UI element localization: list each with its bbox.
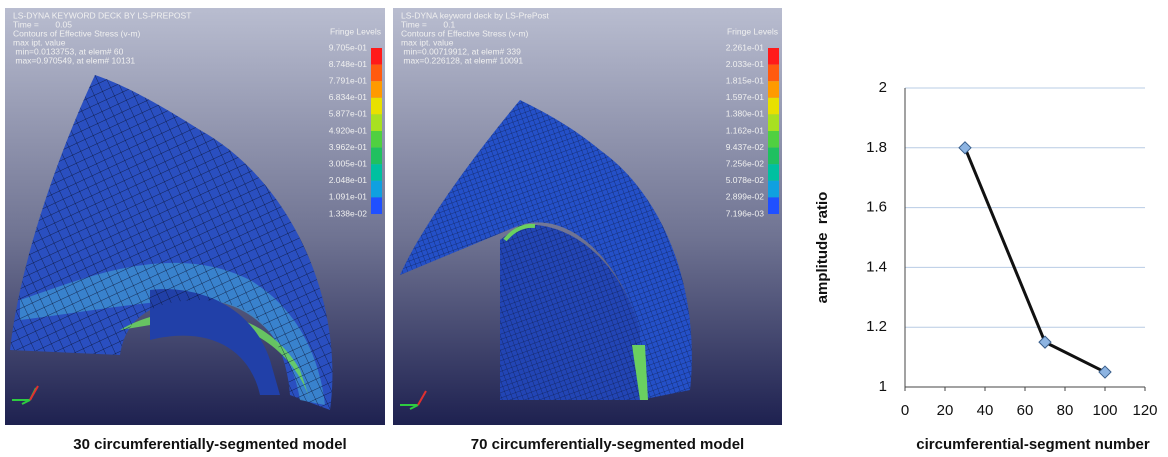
data-point (1099, 366, 1111, 378)
colorbar-segment (768, 164, 779, 181)
fringe-level: 7.256e-02 (726, 158, 765, 168)
colorbar-segment (371, 164, 382, 181)
fringe-level: 1.162e-01 (726, 125, 765, 135)
fringe-level: 3.005e-01 (329, 158, 368, 168)
fringe-level: 6.834e-01 (329, 92, 368, 102)
colorbar-segment (768, 131, 779, 148)
colorbar-segment (768, 65, 779, 82)
colorbar-segment (371, 81, 382, 98)
fringe-level: 9.437e-02 (726, 142, 765, 152)
fringe-title: Fringe Levels (727, 26, 778, 36)
caption: 70 circumferentially-segmented model (471, 436, 744, 453)
fringe-title: Fringe Levels (330, 26, 381, 36)
x-tick-label: 60 (1017, 402, 1034, 419)
y-tick-label: 1.2 (866, 318, 887, 335)
colorbar-segment (371, 114, 382, 131)
colorbar-segment (371, 148, 382, 165)
data-line (965, 148, 1105, 372)
x-tick-label: 120 (1132, 402, 1157, 419)
colorbar-segment (768, 98, 779, 115)
fringe-level: 1.091e-01 (329, 192, 368, 202)
fringe-level: 1.815e-01 (726, 75, 765, 85)
colorbar-segment (371, 48, 382, 65)
header-line: max=0.970549, at elem# 10131 (13, 55, 135, 65)
colorbar-segment (768, 114, 779, 131)
colorbar-segment (371, 131, 382, 148)
fringe-level: 7.791e-01 (329, 75, 368, 85)
y-tick-label: 1.6 (866, 199, 887, 216)
header-line: max=0.226128, at elem# 10091 (401, 55, 523, 65)
x-tick-label: 0 (901, 402, 909, 419)
fringe-level: 7.196e-03 (726, 208, 765, 218)
x-axis-label: circumferential-segment number (916, 436, 1150, 453)
colorbar-segment (371, 65, 382, 82)
caption: 30 circumferentially-segmented model (73, 436, 346, 453)
y-tick-label: 1.4 (866, 258, 887, 275)
fringe-level: 1.338e-02 (329, 208, 368, 218)
data-point (1039, 336, 1051, 348)
x-tick-label: 20 (937, 402, 954, 419)
fringe-level: 1.380e-01 (726, 109, 765, 119)
fringe-level: 2.261e-01 (726, 42, 765, 52)
fringe-level: 3.962e-01 (329, 142, 368, 152)
colorbar-segment (768, 181, 779, 198)
data-point (959, 142, 971, 154)
fringe-level: 9.705e-01 (329, 42, 368, 52)
fringe-level: 5.877e-01 (329, 109, 368, 119)
fringe-level: 5.078e-02 (726, 175, 765, 185)
colorbar-segment (768, 197, 779, 214)
simulation-panel (393, 8, 782, 425)
fringe-level: 2.899e-02 (726, 192, 765, 202)
fringe-level: 4.920e-01 (329, 125, 368, 135)
colorbar-segment (768, 48, 779, 65)
figure: LS-DYNA KEYWORD DECK BY LS-PREPOSTTime =… (0, 0, 1168, 457)
fringe-level: 1.597e-01 (726, 92, 765, 102)
y-tick-label: 2 (879, 79, 887, 96)
colorbar-segment (371, 197, 382, 214)
y-tick-label: 1 (879, 378, 887, 395)
y-tick-label: 1.8 (866, 139, 887, 156)
fringe-level: 2.033e-01 (726, 59, 765, 69)
x-tick-label: 80 (1057, 402, 1074, 419)
colorbar-segment (768, 81, 779, 98)
x-tick-label: 100 (1092, 402, 1117, 419)
colorbar-segment (371, 98, 382, 115)
fringe-level: 2.048e-01 (329, 175, 368, 185)
y-axis-label: amplitude ratio (814, 192, 831, 304)
x-tick-label: 40 (977, 402, 994, 419)
colorbar-segment (371, 181, 382, 198)
colorbar-segment (768, 148, 779, 165)
fringe-level: 8.748e-01 (329, 59, 368, 69)
